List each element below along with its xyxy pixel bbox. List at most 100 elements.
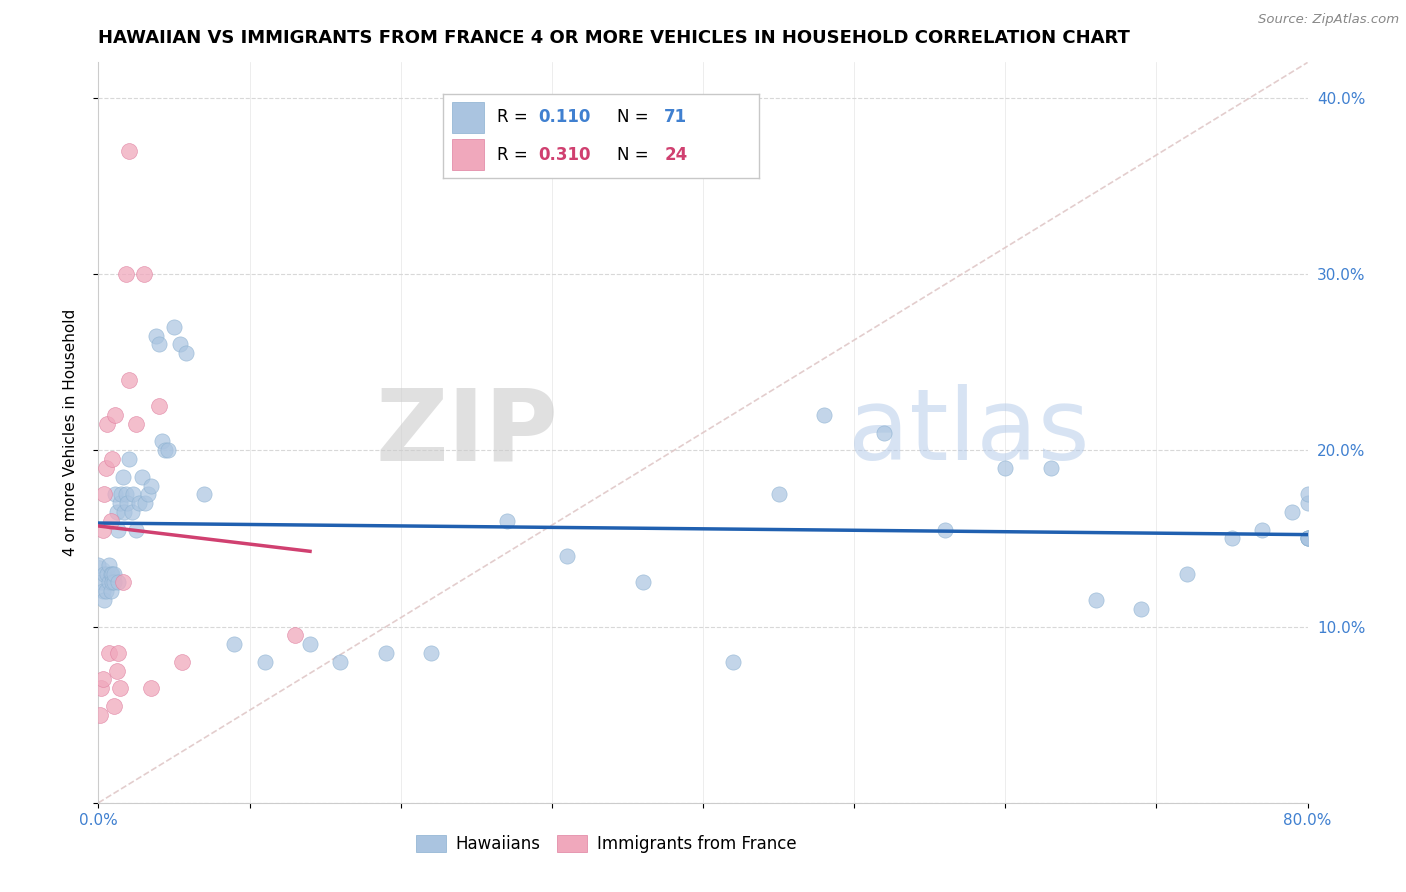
Point	[105, 505, 128, 519]
Point	[98, 575, 121, 590]
Point	[170, 655, 193, 669]
Point	[118, 373, 141, 387]
Point	[101, 575, 124, 590]
Point	[1039, 461, 1062, 475]
Point	[1085, 593, 1108, 607]
Point	[94, 461, 117, 475]
Point	[132, 267, 155, 281]
Point	[150, 434, 173, 449]
Point	[174, 346, 197, 360]
Point	[131, 469, 153, 483]
Text: 0.310: 0.310	[537, 145, 591, 163]
Point	[87, 558, 110, 572]
Point	[813, 408, 835, 422]
Point	[1296, 496, 1319, 510]
Point	[873, 425, 896, 440]
Point	[93, 487, 115, 501]
Point	[136, 487, 159, 501]
Point	[98, 646, 121, 660]
Point	[110, 487, 132, 501]
Text: HAWAIIAN VS IMMIGRANTS FROM FRANCE 4 OR MORE VEHICLES IN HOUSEHOLD CORRELATION C: HAWAIIAN VS IMMIGRANTS FROM FRANCE 4 OR …	[98, 29, 1130, 47]
Point	[1296, 532, 1319, 546]
Point	[103, 575, 125, 590]
Point	[1175, 566, 1198, 581]
Point	[495, 514, 517, 528]
Point	[121, 505, 143, 519]
Point	[134, 496, 156, 510]
Point	[108, 681, 131, 696]
Point	[98, 558, 121, 572]
Point	[104, 487, 127, 501]
Point	[1281, 505, 1303, 519]
Point	[141, 681, 163, 696]
Point	[100, 566, 122, 581]
Point	[122, 487, 145, 501]
Point	[103, 698, 125, 713]
Point	[148, 337, 170, 351]
Point	[112, 505, 135, 519]
Point	[107, 646, 129, 660]
Point	[90, 681, 112, 696]
Point	[93, 593, 115, 607]
Legend: Hawaiians, Immigrants from France: Hawaiians, Immigrants from France	[408, 826, 806, 861]
Point	[125, 417, 148, 431]
Point	[224, 637, 246, 651]
Point	[141, 478, 163, 492]
Point	[156, 443, 179, 458]
Point	[91, 673, 114, 687]
Point	[374, 646, 396, 660]
Point	[193, 487, 215, 501]
Point	[118, 144, 141, 158]
Text: 24: 24	[665, 145, 688, 163]
Point	[148, 399, 170, 413]
Point	[91, 584, 114, 599]
Point	[114, 267, 136, 281]
Point	[89, 707, 111, 722]
Point	[107, 575, 129, 590]
Point	[101, 452, 124, 467]
Point	[118, 452, 141, 467]
Point	[114, 487, 136, 501]
Point	[96, 566, 118, 581]
Point	[104, 408, 127, 422]
Bar	[453, 139, 484, 169]
Point	[1296, 532, 1319, 546]
Text: Source: ZipAtlas.com: Source: ZipAtlas.com	[1258, 13, 1399, 27]
Point	[1130, 602, 1153, 616]
Point	[1296, 532, 1319, 546]
Point	[631, 575, 654, 590]
Point	[103, 566, 125, 581]
Bar	[453, 103, 484, 133]
Point	[90, 575, 112, 590]
Point	[284, 628, 307, 642]
Point	[108, 496, 131, 510]
Point	[145, 328, 167, 343]
Point	[1296, 532, 1319, 546]
Point	[94, 584, 117, 599]
Point	[163, 319, 186, 334]
Y-axis label: 4 or more Vehicles in Household: 4 or more Vehicles in Household	[63, 309, 77, 557]
Text: R =: R =	[496, 109, 533, 127]
Point	[768, 487, 790, 501]
Point	[420, 646, 443, 660]
Point	[299, 637, 322, 651]
Text: ZIP: ZIP	[375, 384, 558, 481]
Point	[723, 655, 745, 669]
Text: R =: R =	[496, 145, 533, 163]
Point	[994, 461, 1017, 475]
Point	[128, 496, 150, 510]
Text: atlas: atlas	[848, 384, 1090, 481]
Point	[100, 584, 122, 599]
Point	[555, 549, 578, 563]
Text: N =: N =	[617, 145, 654, 163]
Point	[1251, 523, 1274, 537]
Point	[105, 664, 128, 678]
Point	[1220, 532, 1243, 546]
Point	[101, 566, 124, 581]
Point	[111, 575, 134, 590]
Point	[107, 523, 129, 537]
Point	[934, 523, 956, 537]
Point	[87, 566, 110, 581]
Point	[1296, 487, 1319, 501]
Point	[329, 655, 352, 669]
